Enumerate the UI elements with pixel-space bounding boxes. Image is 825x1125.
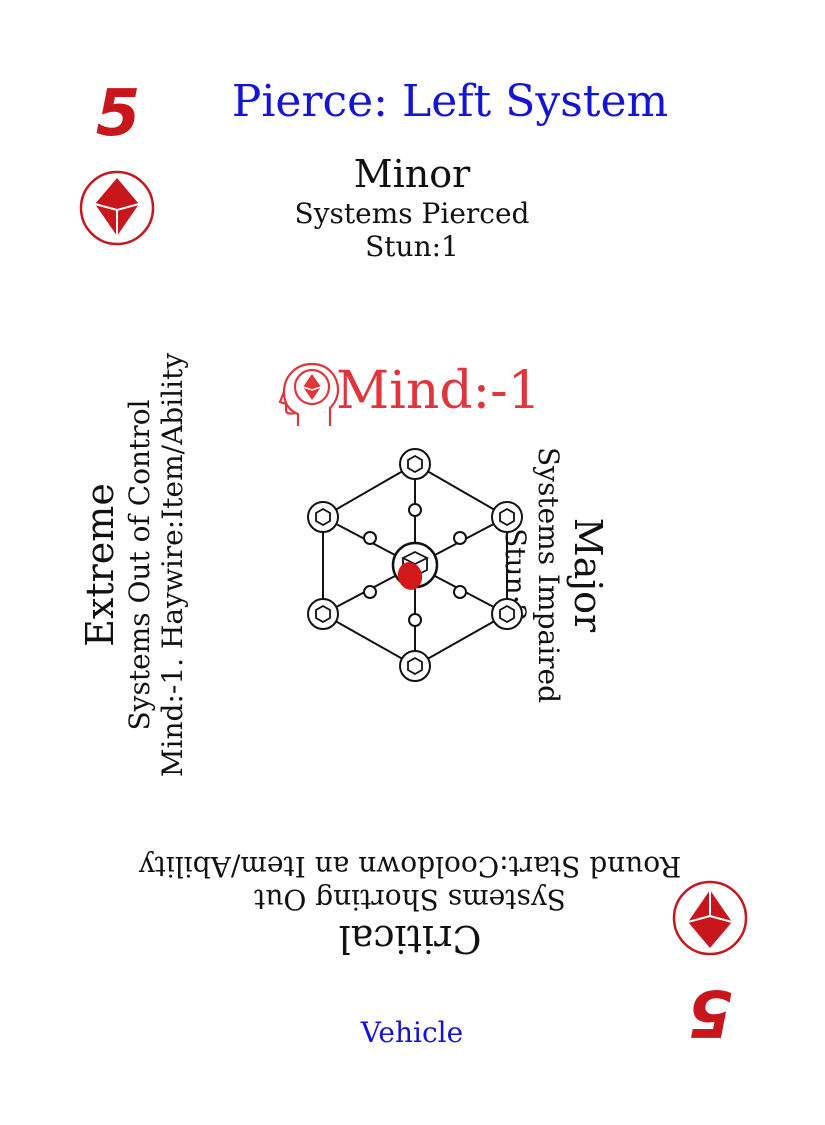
extreme-effect: Systems Out of Control bbox=[122, 399, 156, 731]
minor-detail: Stun:1 bbox=[365, 229, 459, 263]
diamond-gem-icon bbox=[79, 170, 155, 246]
critical-effect: Systems Shorting Out bbox=[254, 883, 566, 917]
mind-stat-text: Mind:-1 bbox=[336, 361, 541, 421]
critical-detail: Round Start:Cooldown an Item/Ability bbox=[138, 850, 682, 884]
mind-head-icon bbox=[278, 362, 340, 426]
card-value-bottom-right: 5 bbox=[687, 975, 733, 1049]
extreme-detail: Mind:-1. Haywire:Item/Ability bbox=[155, 352, 189, 778]
minor-severity: Minor bbox=[353, 152, 471, 196]
card-value-top-left: 5 bbox=[95, 77, 141, 151]
critical-severity: Critical bbox=[338, 916, 482, 961]
diamond-gem-icon bbox=[672, 880, 748, 956]
mind-stat: Mind:-1 bbox=[270, 356, 600, 436]
card-type-label: Vehicle bbox=[360, 1016, 464, 1049]
extreme-effect-block: Extreme Systems Out of Control Mind:-1. … bbox=[78, 335, 218, 795]
minor-effect-block: Minor Systems Pierced Stun:1 bbox=[212, 152, 612, 263]
system-network-icon bbox=[307, 448, 523, 682]
card-title: Pierce: Left System bbox=[231, 76, 669, 127]
major-severity: Major bbox=[566, 517, 610, 633]
extreme-severity: Extreme bbox=[78, 483, 122, 647]
minor-effect: Systems Pierced bbox=[294, 196, 530, 230]
critical-effect-block: Critical Systems Shorting Out Round Star… bbox=[110, 850, 710, 961]
